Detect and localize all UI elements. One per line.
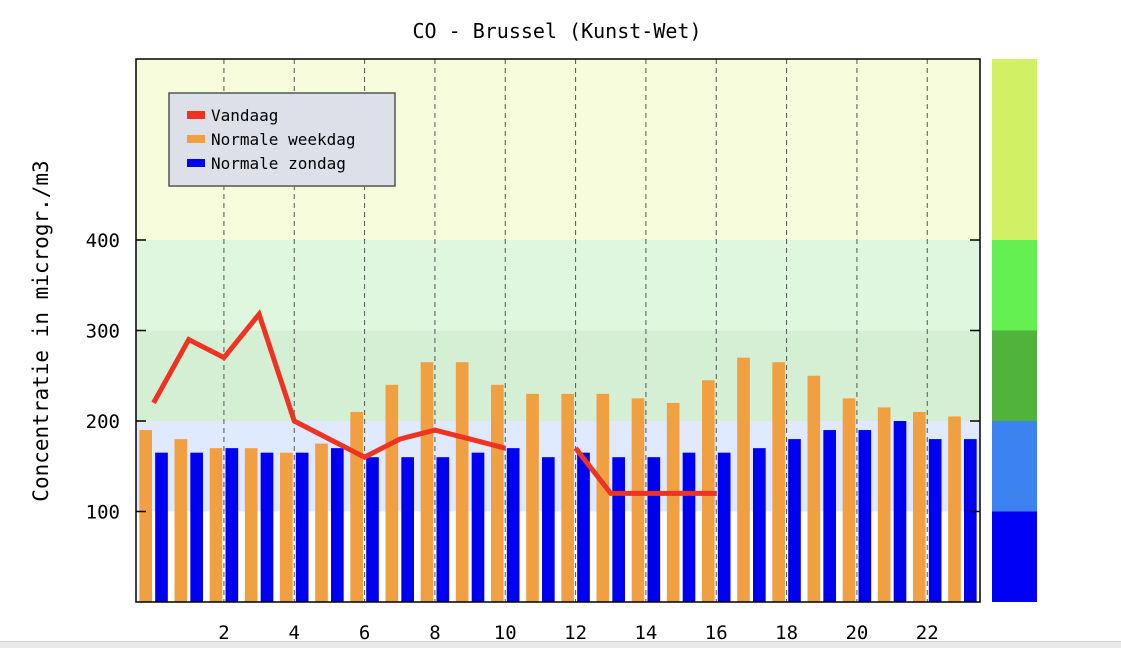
bar-sunday [823, 430, 836, 602]
x-tick-label: 14 [634, 622, 657, 644]
bar-sunday [541, 457, 555, 602]
y-axis-label: Concentratie in microgr./m3 [29, 160, 53, 501]
bar-sunday [928, 439, 942, 602]
bar-sunday [330, 448, 344, 602]
y-tick-label: 300 [86, 321, 120, 343]
bar-weekday [807, 375, 821, 602]
chart-title: CO - Brussel (Kunst-Wet) [413, 19, 702, 43]
bar-sunday [260, 452, 274, 602]
x-tick-label: 8 [429, 622, 440, 644]
background-band [136, 330, 980, 421]
bottom-divider [0, 641, 1121, 648]
bar-sunday [963, 439, 977, 602]
color-scale-segment [992, 330, 1037, 421]
legend-swatch [187, 135, 205, 143]
bar-sunday [155, 452, 168, 602]
bar-weekday [280, 452, 293, 602]
today-line [151, 309, 717, 496]
color-scale-segment [992, 511, 1037, 602]
bar-weekday [913, 411, 926, 602]
bar-sunday [717, 452, 731, 602]
x-tick-label: 16 [705, 622, 728, 644]
bar-sunday [436, 457, 450, 602]
bar-weekday [772, 362, 786, 602]
bar-weekday [491, 384, 504, 602]
x-tick-label: 18 [775, 622, 798, 644]
bar-weekday [174, 439, 188, 602]
x-ticks: 2 4 6 8 10 12 14 16 18 20 22 [218, 622, 939, 644]
color-scale-segment [992, 421, 1037, 512]
y-tick-label: 200 [86, 411, 120, 433]
color-scale-segment [992, 240, 1037, 331]
y-tick-label: 400 [86, 230, 120, 252]
x-tick-label: 12 [564, 622, 587, 644]
bar-sunday [471, 452, 485, 602]
bar-weekday [209, 448, 223, 602]
legend-swatch [187, 111, 205, 119]
bar-weekday [596, 393, 610, 602]
bar-sunday [295, 452, 309, 602]
bar-weekday [948, 416, 961, 602]
bar-sunday [577, 452, 590, 602]
bar-weekday [244, 448, 258, 602]
y-ticks: 100 200 300 400 [86, 230, 980, 524]
bar-sunday [401, 457, 414, 602]
bar-weekday [139, 430, 153, 602]
bar-weekday [420, 362, 434, 602]
bar-weekday [631, 398, 645, 602]
today-line-segment [573, 446, 717, 496]
bar-sunday [858, 430, 872, 602]
y-tick-label: 100 [86, 502, 120, 524]
legend-label: Normale weekdag [211, 130, 356, 149]
color-scale-segment [992, 59, 1037, 240]
color-scale [992, 59, 1037, 602]
legend-label: Vandaag [211, 106, 278, 125]
bar-weekday [737, 357, 750, 602]
bar-weekday [385, 384, 399, 602]
bar-sunday [366, 457, 379, 602]
bar-sunday [752, 448, 766, 602]
grid-lines [223, 59, 928, 602]
background-band [136, 421, 980, 512]
legend-swatch [187, 159, 205, 167]
bar-weekday [315, 443, 328, 602]
background-band [136, 511, 980, 602]
bar-sunday [225, 448, 239, 602]
bar-sunday [190, 452, 203, 602]
bar-sunday [893, 421, 907, 602]
bar-sunday [788, 439, 801, 602]
legend-label: Normale zondag [211, 154, 346, 173]
background-band [136, 240, 980, 331]
bar-weekday [350, 411, 364, 602]
today-line-segment [151, 309, 506, 461]
bar-weekday [455, 362, 469, 602]
bar-weekday [666, 402, 680, 602]
x-tick-label: 2 [218, 622, 229, 644]
bar-weekday [877, 407, 891, 602]
x-tick-label: 10 [494, 622, 517, 644]
x-tick-label: 22 [916, 622, 939, 644]
legend-box [168, 92, 396, 187]
bars [139, 357, 977, 602]
x-tick-label: 4 [289, 622, 300, 644]
bar-sunday [612, 457, 625, 602]
bar-sunday [506, 448, 520, 602]
bar-weekday [561, 393, 575, 602]
bar-sunday [647, 457, 661, 602]
legend: Vandaag Normale weekdag Normale zondag [168, 92, 396, 187]
x-tick-label: 6 [359, 622, 370, 644]
bar-weekday [526, 393, 539, 602]
x-tick-label: 20 [845, 622, 868, 644]
bar-sunday [682, 452, 696, 602]
bar-weekday [842, 398, 856, 602]
